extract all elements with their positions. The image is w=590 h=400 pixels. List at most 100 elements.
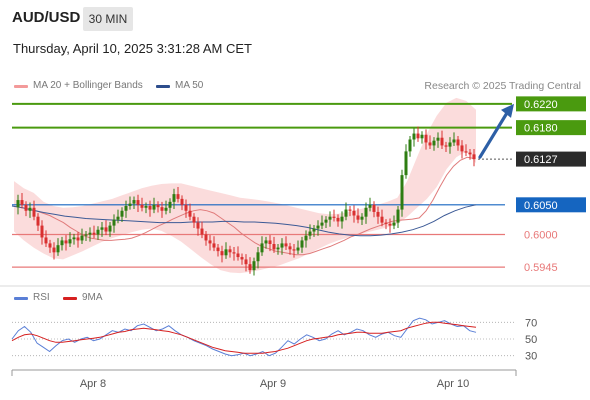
candle-body [136,200,140,205]
candle-body [152,204,156,210]
candle-body [168,201,172,208]
candle-body [408,139,412,152]
ma20-bb-legend-label: MA 20 + Bollinger Bands [33,80,143,91]
candle-body [276,247,280,250]
candle-body [376,211,380,217]
candle-body [108,225,112,232]
candle-body [216,247,220,252]
candle-body [192,216,196,223]
candle-body [464,151,468,153]
candle-body [400,175,404,210]
level-label-box [516,96,586,112]
candle-body [40,225,44,238]
candle-body [88,232,92,235]
candle-body [180,198,184,205]
time-axis-label: Apr 9 [260,378,286,390]
rsi-legend-swatch [14,297,28,300]
level-labels: 0.6220 0.6180 0.6050 0.6000 0.5945 0.6127 [516,96,586,274]
level-label-box [516,120,586,136]
candle-body [424,134,428,143]
candle-body [348,209,352,211]
candle-body [356,215,360,220]
candle-body [372,204,376,212]
candle-body [280,243,284,248]
candle-body [320,222,324,226]
candle-body [416,133,420,139]
candle-body [264,240,268,244]
candle-body [300,240,304,248]
candle-body [428,142,432,146]
candle-body [112,219,116,226]
candle-body [76,237,80,241]
rsi-legend-label: RSI [33,292,50,303]
candle-body [340,216,344,222]
ma50-line [11,204,477,237]
candle-body [240,257,244,260]
rsi-tick-label: 50 [525,334,537,346]
candle-body [184,204,188,211]
candle-body [308,231,312,236]
ma9-legend-swatch [63,297,77,300]
candle-body [196,222,200,229]
candle-body [96,229,100,235]
candle-body [132,200,136,204]
candle-body [472,154,476,160]
current-price-box [516,151,586,167]
candle-body [44,237,48,244]
candle-body [456,139,460,146]
candle-body [364,207,368,217]
candle-body [100,227,104,230]
candle-body [412,133,416,140]
ma50-legend-swatch [156,85,170,88]
candle-body [316,225,320,229]
candle-body [436,137,440,141]
candle-body [156,204,160,208]
candle-body [48,243,52,248]
candle-body [352,210,356,216]
level-label-support: 0.5945 [524,262,558,274]
candle-body [204,234,208,241]
candle-body [36,216,40,226]
candle-body [332,216,336,218]
candle-body [336,217,340,222]
timeframe-badge[interactable]: 30 MIN [83,7,133,31]
candle-body [52,247,56,253]
candle-body [260,243,264,253]
candle-body [144,206,148,208]
candle-body [388,223,392,226]
ma20-line [35,156,475,256]
candle-body [28,207,32,211]
candle-body [404,151,408,176]
candle-body [160,207,164,211]
candle-body [228,249,232,253]
candle-body [440,137,444,146]
candle-body [224,249,228,256]
forecast-arrow [478,111,509,159]
bollinger-band-area [14,97,476,274]
candle-body [232,252,236,254]
candle-body [468,152,472,155]
ma50-legend-label: MA 50 [175,80,204,91]
candle-body [396,209,400,223]
candle-body [68,239,72,244]
level-label-support: 0.6000 [524,230,558,242]
candle-body [16,200,20,208]
candle-body [324,219,328,223]
research-credit: Research © 2025 Trading Central [424,80,581,92]
candle-body [284,243,288,247]
ma20-bb-legend-swatch [14,85,28,88]
candle-body [312,228,316,232]
candle-body [124,206,128,211]
candlesticks [16,126,476,276]
level-label-resistance: 0.6180 [524,123,558,135]
current-price-label: 0.6127 [524,154,558,166]
rsi-tick-label: 70 [525,317,537,329]
candle-body [444,145,448,147]
candle-body [188,210,192,217]
candle-body [272,244,276,250]
ma9-legend-label: 9MA [82,292,103,303]
candle-body [72,237,76,240]
candle-body [208,240,212,244]
candle-body [116,216,120,220]
